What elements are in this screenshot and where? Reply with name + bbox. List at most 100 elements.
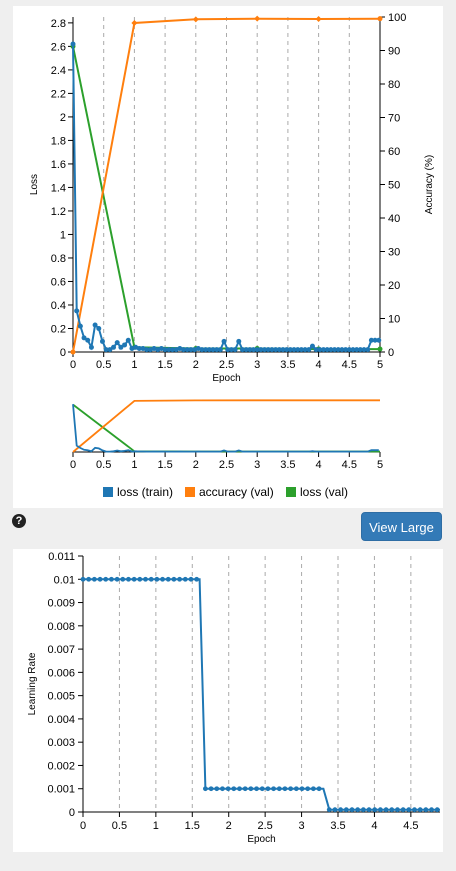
data-point bbox=[221, 338, 227, 344]
y-tick-label-left: 1.4 bbox=[51, 182, 66, 194]
data-point bbox=[171, 576, 177, 582]
data-point bbox=[366, 807, 372, 813]
data-point bbox=[259, 786, 265, 792]
data-point bbox=[254, 15, 261, 22]
data-point bbox=[335, 347, 341, 353]
data-point bbox=[103, 576, 109, 582]
data-point bbox=[378, 807, 383, 813]
data-point bbox=[169, 347, 175, 353]
lr-series-line bbox=[83, 578, 440, 811]
data-point bbox=[85, 337, 91, 343]
x-tick-label: 1.5 bbox=[185, 820, 200, 832]
data-point bbox=[313, 347, 319, 353]
data-point bbox=[206, 347, 212, 353]
data-point bbox=[96, 325, 102, 331]
x-tick-label: 0 bbox=[70, 359, 76, 371]
y-tick-label-right: 100 bbox=[388, 12, 406, 24]
data-point bbox=[114, 576, 120, 582]
overview-x-tick-label: 5 bbox=[377, 459, 383, 471]
data-point bbox=[288, 786, 294, 792]
data-point bbox=[280, 347, 286, 353]
data-point bbox=[199, 347, 205, 353]
data-point bbox=[109, 576, 114, 582]
y-tick-label: 0.004 bbox=[47, 714, 75, 726]
series-line bbox=[72, 17, 381, 353]
data-point bbox=[148, 576, 154, 582]
data-point bbox=[88, 344, 94, 350]
y-tick-label: 0.001 bbox=[47, 784, 75, 796]
data-point bbox=[265, 786, 271, 792]
data-point bbox=[254, 347, 260, 353]
x-tick-label: 1 bbox=[153, 820, 159, 832]
y-tick-label-right: 30 bbox=[388, 247, 400, 259]
data-point bbox=[400, 807, 406, 813]
data-point bbox=[417, 807, 423, 813]
data-point bbox=[372, 807, 378, 813]
data-point bbox=[377, 346, 383, 352]
x-axis-label: Epoch bbox=[247, 834, 275, 845]
y-tick-label-left: 1.8 bbox=[51, 135, 66, 147]
y-tick-label-left: 2.2 bbox=[51, 88, 66, 100]
y-tick-label: 0.007 bbox=[47, 644, 75, 656]
y-tick-label-right: 40 bbox=[388, 213, 400, 225]
y-tick-label-right: 80 bbox=[388, 79, 400, 91]
data-point bbox=[412, 807, 417, 813]
data-point bbox=[262, 347, 268, 353]
data-point bbox=[80, 576, 86, 582]
data-point bbox=[231, 786, 237, 792]
y-tick-label: 0 bbox=[69, 807, 75, 819]
data-point bbox=[203, 786, 208, 792]
data-point bbox=[284, 347, 290, 353]
data-point bbox=[389, 807, 395, 813]
data-point bbox=[118, 344, 124, 350]
data-point bbox=[210, 347, 216, 353]
y-tick-label-right: 20 bbox=[388, 280, 400, 292]
data-point bbox=[271, 786, 276, 792]
overview-series-line bbox=[72, 403, 380, 453]
y-tick-label-right: 90 bbox=[388, 46, 400, 58]
y-tick-label: 0.006 bbox=[47, 667, 75, 679]
y-tick-label: 0.01 bbox=[54, 574, 75, 586]
x-tick-label: 3.5 bbox=[330, 820, 345, 832]
help-icon[interactable]: ? bbox=[12, 514, 26, 528]
data-point bbox=[120, 576, 126, 582]
data-point bbox=[350, 347, 356, 353]
data-point bbox=[70, 41, 76, 47]
x-tick-label: 1 bbox=[131, 359, 137, 371]
x-tick-label: 2.5 bbox=[219, 359, 234, 371]
data-point bbox=[406, 807, 412, 813]
data-point bbox=[273, 347, 279, 353]
data-point bbox=[346, 347, 352, 353]
x-tick-label: 4 bbox=[371, 820, 377, 832]
y-axis-label-right: Accuracy (%) bbox=[424, 155, 435, 214]
y-tick-label-left: 0.4 bbox=[51, 300, 66, 312]
y-tick-label-left: 2.4 bbox=[51, 65, 66, 77]
data-point bbox=[236, 338, 242, 344]
legend-swatch bbox=[103, 487, 113, 497]
data-point bbox=[70, 349, 76, 355]
data-point bbox=[383, 807, 389, 813]
data-point bbox=[293, 786, 299, 792]
data-point bbox=[339, 347, 345, 353]
data-point bbox=[99, 338, 105, 344]
data-point bbox=[192, 16, 199, 23]
x-tick-label: 3 bbox=[254, 359, 260, 371]
data-point bbox=[349, 807, 355, 813]
y-tick-label-right: 10 bbox=[388, 314, 400, 326]
data-point bbox=[92, 322, 98, 328]
data-point bbox=[131, 20, 138, 27]
view-large-button[interactable]: View Large bbox=[361, 512, 442, 541]
data-point bbox=[225, 347, 231, 353]
data-point bbox=[239, 347, 245, 353]
data-point bbox=[361, 347, 367, 353]
data-point bbox=[258, 347, 264, 353]
x-tick-label: 4.5 bbox=[403, 820, 418, 832]
data-point bbox=[343, 347, 349, 353]
data-point bbox=[276, 347, 282, 353]
overview-x-tick-label: 1 bbox=[131, 459, 137, 471]
legend-swatch bbox=[185, 487, 195, 497]
x-tick-label: 4 bbox=[316, 359, 322, 371]
data-point bbox=[228, 347, 234, 353]
data-point bbox=[276, 786, 282, 792]
y-tick-label-right: 60 bbox=[388, 146, 400, 158]
